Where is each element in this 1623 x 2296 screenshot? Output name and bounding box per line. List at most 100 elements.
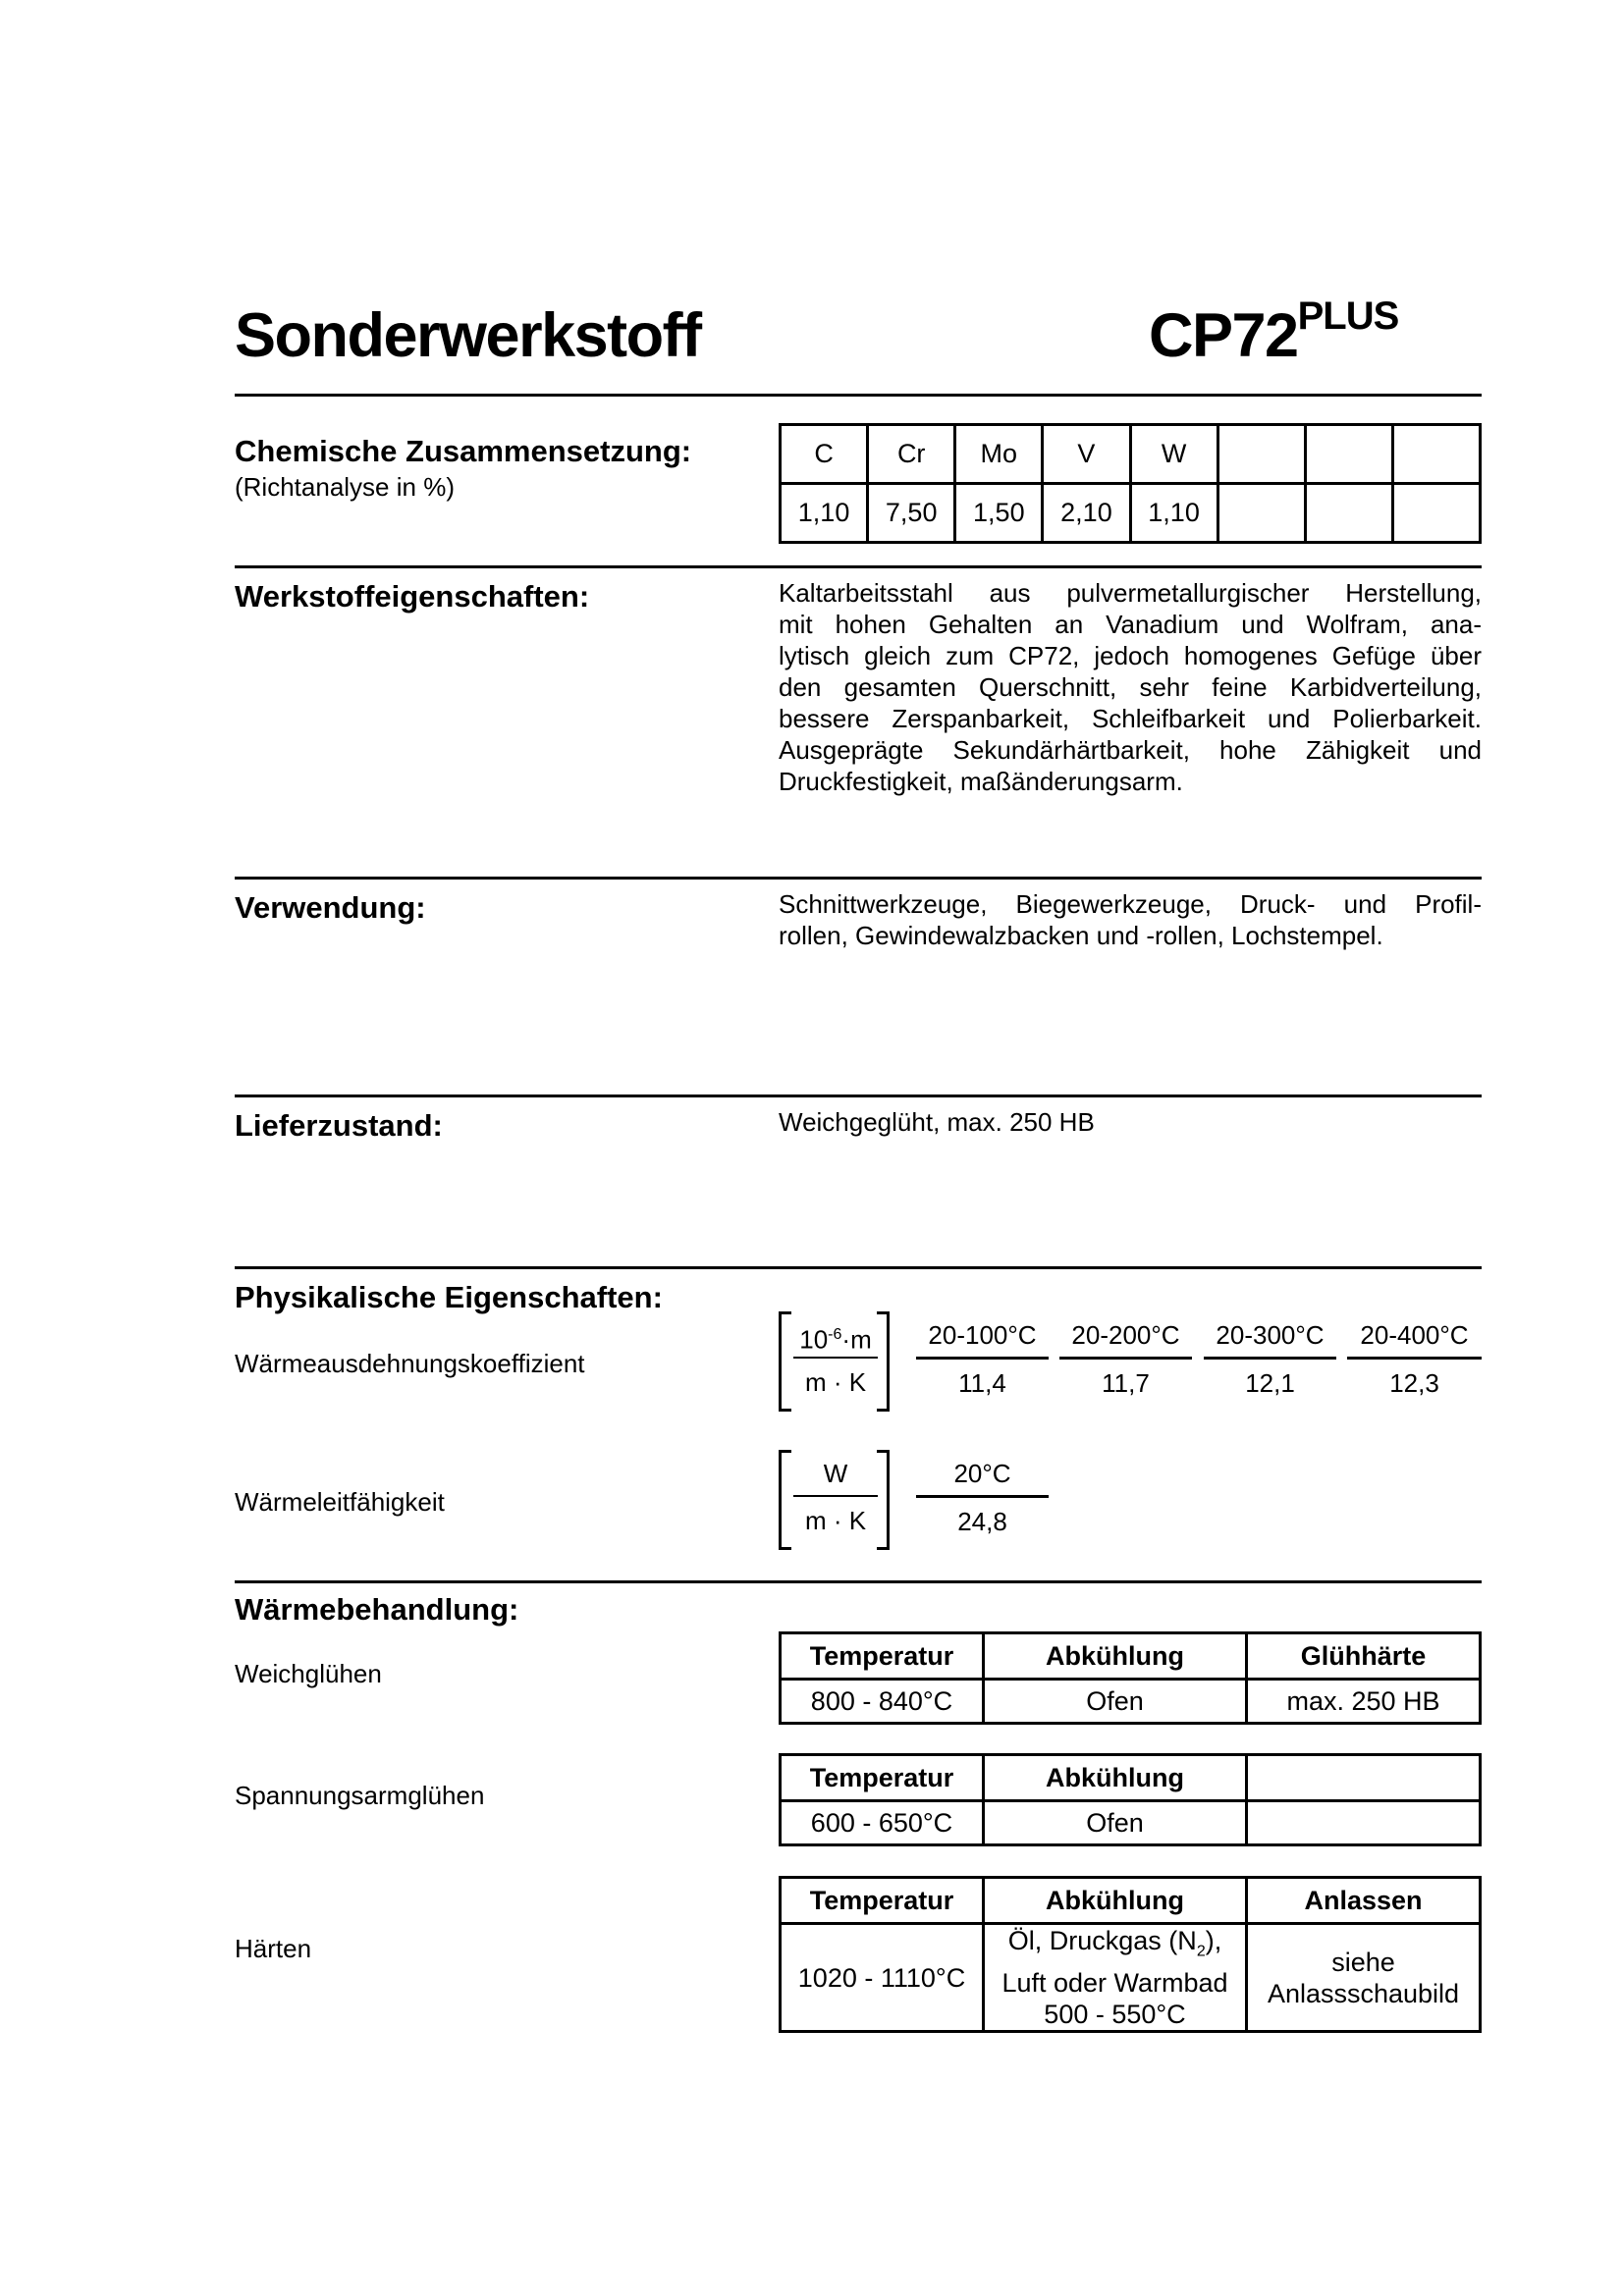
unit-base: 10 <box>799 1324 829 1355</box>
text-line: bessere Zerspanbarkeit, Schleifbarkeit u… <box>779 704 1482 733</box>
unit-numerator: W <box>793 1452 878 1497</box>
stress-relief-label: Spannungsarmglühen <box>235 1781 485 1810</box>
cell: 800 - 840°C <box>779 1678 985 1725</box>
unit-exponent: -6 <box>828 1326 842 1343</box>
text-line: mit hohen Gehalten an Vanadium und Wolfr… <box>779 610 1482 639</box>
range: 20°C <box>916 1452 1049 1498</box>
header-cell: Abkühlung <box>982 1876 1248 1925</box>
product-name: CP72PLUS <box>1149 294 1399 371</box>
unit-numerator: 10-6·m <box>793 1313 878 1359</box>
product-code: CP72 <box>1149 301 1299 370</box>
value-cell: 1,50 <box>953 482 1045 544</box>
chemistry-heading: Chemische Zusammensetzung: <box>235 434 692 468</box>
bracket-left <box>779 1311 791 1412</box>
bracket-left <box>779 1450 791 1550</box>
conductivity-label: Wärmeleitfähigkeit <box>235 1487 445 1517</box>
cell: Ofen <box>982 1678 1248 1725</box>
cooling-line: Luft oder Warmbad <box>1001 1968 1228 1999</box>
value-cell <box>1303 482 1394 544</box>
conductivity-unit: W m · K <box>793 1452 878 1540</box>
hardening-table: Temperatur Abkühlung Anlassen 1020 - 1110°… <box>779 1876 1482 2034</box>
value-cell <box>1216 482 1307 544</box>
text-line: Schnittwerkzeuge, Biegewerkzeuge, Druck-… <box>779 889 1482 919</box>
cell: Ofen <box>982 1799 1248 1846</box>
usage-text: Schnittwerkzeuge, Biegewerkzeuge, Druck-… <box>779 888 1482 951</box>
divider <box>235 877 1482 880</box>
cell: Öl, Druckgas (N2), Luft oder Warmbad 500… <box>982 1921 1248 2034</box>
document-title: Sonderwerkstoff <box>235 301 702 370</box>
value-cell: 2,10 <box>1041 482 1132 544</box>
physical-heading: Physikalische Eigenschaften: <box>235 1280 663 1314</box>
value: 12,3 <box>1389 1368 1439 1398</box>
cell: max. 250 HB <box>1245 1678 1482 1725</box>
value-row: 1,10 7,50 1,50 2,10 1,10 <box>778 482 1483 544</box>
value: 11,4 <box>958 1368 1006 1398</box>
expansion-label: Wärmeausdehnungskoeffizient <box>235 1349 585 1378</box>
divider <box>235 1580 1482 1583</box>
soft-anneal-table: Temperatur Abkühlung Glühhärte 800 - 840°C… <box>779 1631 1482 1725</box>
element-cell <box>1303 423 1394 485</box>
cooling-line: 500 - 550°C <box>1044 2000 1186 2030</box>
element-cell <box>1390 423 1483 485</box>
element-cell: V <box>1041 423 1132 485</box>
value-cell: 1,10 <box>778 482 870 544</box>
header-cell: Anlassen <box>1245 1876 1482 1925</box>
value: 11,7 <box>1102 1368 1150 1398</box>
unit-denominator: m · K <box>804 1506 867 1535</box>
text-line: Druckfestigkeit, maßänderungsarm. <box>779 767 1183 796</box>
header-cell: Glühhärte <box>1245 1631 1482 1681</box>
cell: 1020 - 1110°C <box>779 1921 985 2034</box>
expansion-column: 20-400°C 12,3 <box>1347 1313 1482 1403</box>
element-cell: W <box>1128 423 1219 485</box>
element-cell: C <box>778 423 870 485</box>
header-cell: Abkühlung <box>982 1631 1248 1681</box>
cell: 600 - 650°C <box>779 1799 985 1846</box>
stress-relief-table: Temperatur Abkühlung 600 - 650°C Ofen <box>779 1753 1482 1846</box>
value: 12,1 <box>1245 1368 1295 1398</box>
expansion-column: 20-100°C 11,4 <box>916 1313 1049 1403</box>
header-cell: Temperatur <box>779 1631 985 1681</box>
hardening-label: Härten <box>235 1934 312 1963</box>
cell: siehe Anlassschaubild <box>1245 1921 1482 2034</box>
conductivity-column: 20°C 24,8 <box>916 1452 1049 1541</box>
heat-heading: Wärmebehandlung: <box>235 1592 519 1627</box>
bracket-right <box>877 1450 890 1550</box>
range: 20-200°C <box>1059 1313 1192 1360</box>
soft-anneal-label: Weichglühen <box>235 1659 382 1688</box>
chemistry-note: (Richtanalyse in %) <box>235 472 455 502</box>
expansion-column: 20-300°C 12,1 <box>1204 1313 1336 1403</box>
delivery-text: Weichgeglüht, max. 250 HB <box>779 1107 1095 1137</box>
subscript: 2 <box>1196 1943 1206 1960</box>
temper-line: Anlassschaubild <box>1267 1978 1460 2008</box>
text-line: Kaltarbeitsstahl aus pulvermetallurgisch… <box>779 578 1482 608</box>
cell <box>1245 1799 1482 1846</box>
divider <box>235 1095 1482 1097</box>
element-cell: Mo <box>953 423 1045 485</box>
value-cell: 7,50 <box>866 482 957 544</box>
header-cell: Abkühlung <box>982 1753 1248 1802</box>
delivery-heading: Lieferzustand: <box>235 1108 443 1143</box>
properties-heading: Werkstoffeigenschaften: <box>235 579 590 614</box>
divider <box>235 1266 1482 1269</box>
value: 24,8 <box>957 1507 1007 1536</box>
unit-rest: ·m <box>841 1324 872 1355</box>
header-cell <box>1245 1753 1482 1802</box>
text-line: den gesamten Querschnitt, sehr feine Kar… <box>779 672 1482 702</box>
cooling-line: Öl, Druckgas (N2), <box>985 1925 1245 1967</box>
element-cell: Cr <box>866 423 957 485</box>
usage-heading: Verwendung: <box>235 890 426 925</box>
temper-line: siehe <box>1331 1947 1395 1977</box>
unit-denominator: m · K <box>804 1367 867 1397</box>
element-row: C Cr Mo V W <box>778 423 1483 485</box>
chemistry-table: C Cr Mo V W 1,10 7,50 1,50 2,10 1,10 <box>778 423 1483 544</box>
product-suffix: PLUS <box>1297 294 1400 338</box>
text-line: Ausgeprägte Sekundärhärtbarkeit, hohe Zä… <box>779 735 1482 765</box>
text-line: lytisch gleich zum CP72, jedoch homogene… <box>779 641 1482 670</box>
header-cell: Temperatur <box>779 1876 985 1925</box>
divider <box>235 565 1482 568</box>
properties-text: Kaltarbeitsstahl aus pulvermetallurgisch… <box>779 577 1482 797</box>
value-cell <box>1390 482 1483 544</box>
text-line: rollen, Gewindewalzbacken und -rollen, L… <box>779 921 1383 950</box>
header-cell: Temperatur <box>779 1753 985 1802</box>
divider <box>235 394 1482 397</box>
